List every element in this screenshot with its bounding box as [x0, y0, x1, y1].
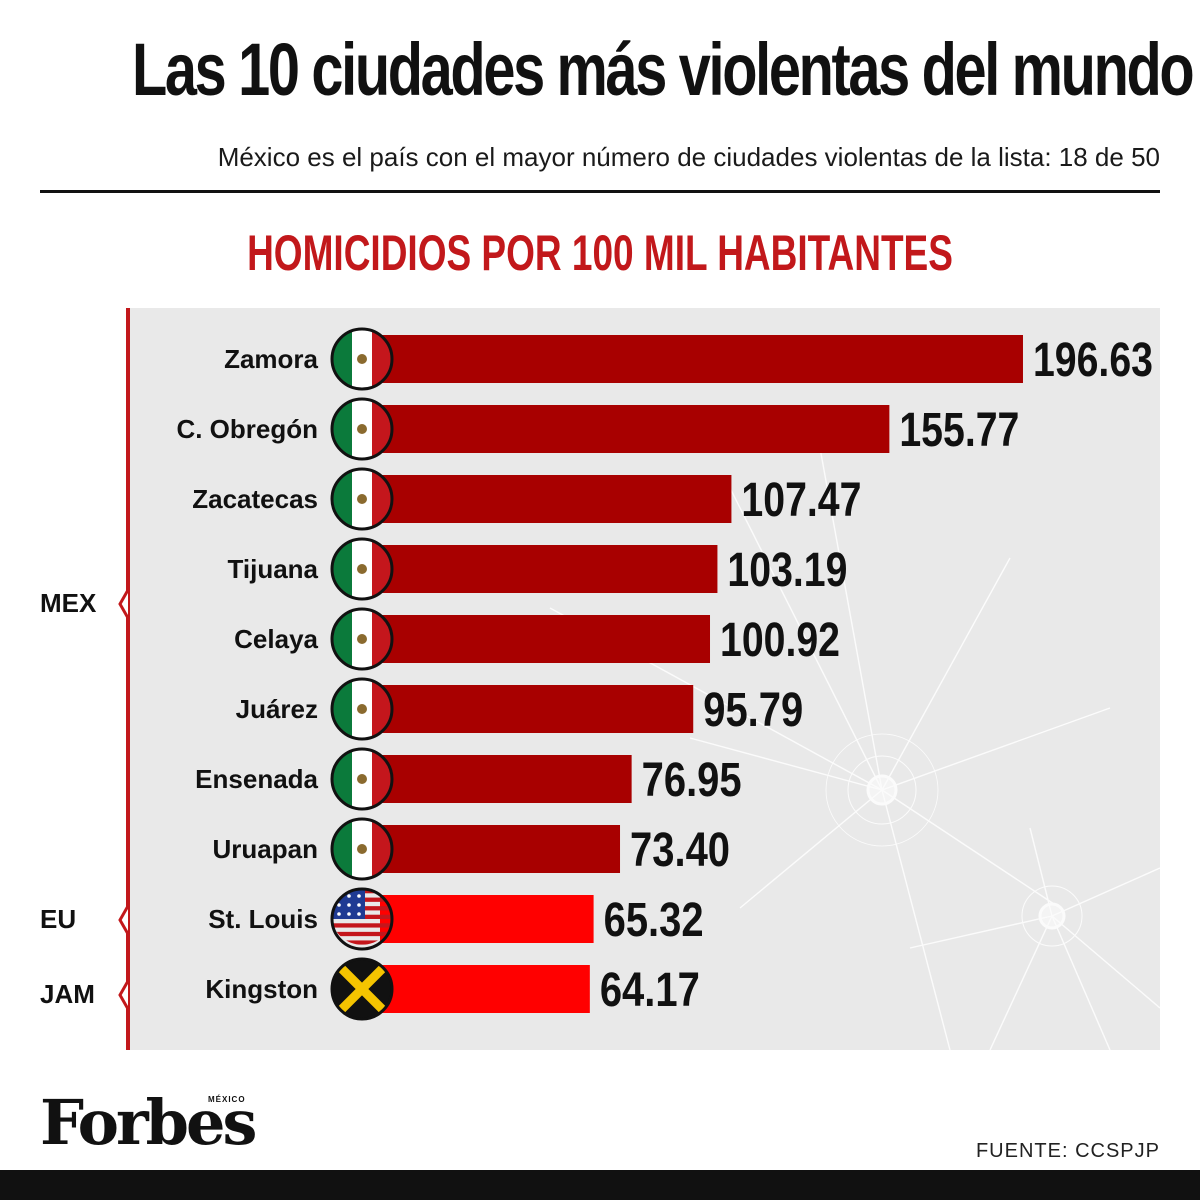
- bar: [380, 895, 594, 943]
- value-label: 76.95: [642, 754, 742, 807]
- group-notch: [118, 905, 130, 935]
- bar: [380, 545, 718, 593]
- category-label: Celaya: [234, 624, 318, 654]
- mexico-flag-icon: [330, 397, 394, 461]
- category-label: Uruapan: [213, 834, 318, 864]
- mexico-flag-icon: [330, 537, 394, 601]
- chart-row: St. Louis 65.32: [208, 887, 704, 951]
- value-label: 196.63: [1033, 334, 1153, 387]
- value-label: 155.77: [899, 404, 1019, 457]
- category-label: Kingston: [205, 974, 318, 1004]
- bottom-bar: [0, 1170, 1200, 1200]
- category-label: C. Obregón: [176, 414, 318, 444]
- bar: [380, 335, 1023, 383]
- group-label-mex: MEX: [40, 588, 97, 618]
- page-title: Las 10 ciudades más violentas del mundo: [132, 28, 1195, 111]
- group-notch: [118, 589, 130, 619]
- chart-row: Zamora 196.63: [224, 327, 1153, 391]
- group-label-eu: EU: [40, 904, 77, 934]
- usa-flag-icon: [330, 887, 394, 951]
- bar: [380, 405, 890, 453]
- chart-title: HOMICIDIOS POR 100 MIL HABITANTES: [247, 225, 953, 281]
- value-label: 107.47: [741, 474, 861, 527]
- mexico-flag-icon: [330, 677, 394, 741]
- group-indicator-line: [126, 308, 130, 1050]
- category-label: St. Louis: [208, 904, 318, 934]
- category-label: Juárez: [236, 694, 318, 724]
- chart-row: Celaya 100.92: [234, 607, 840, 671]
- mexico-flag-icon: [330, 817, 394, 881]
- glass-crack-decoration: [549, 447, 1160, 1050]
- bar: [380, 685, 694, 733]
- chart-row: C. Obregón 155.77: [176, 397, 1019, 461]
- chart-row: Uruapan 73.40: [213, 817, 730, 881]
- value-label: 65.32: [604, 894, 704, 947]
- value-label: 64.17: [600, 964, 700, 1017]
- mexico-flag-icon: [330, 327, 394, 391]
- bar: [380, 755, 632, 803]
- value-label: 100.92: [720, 614, 840, 667]
- header-divider: [40, 190, 1160, 193]
- group-brackets: [118, 589, 130, 1010]
- chart-row: Ensenada 76.95: [195, 747, 742, 811]
- chart-row: Juárez 95.79: [236, 677, 803, 741]
- mexico-flag-icon: [330, 607, 394, 671]
- value-label: 95.79: [703, 684, 803, 737]
- chart-row: Zacatecas 107.47: [192, 467, 861, 531]
- jamaica-flag-icon: [330, 957, 394, 1021]
- category-label: Zacatecas: [192, 484, 318, 514]
- chart-row: Kingston 64.17: [205, 957, 700, 1021]
- chart-row: Tijuana 103.19: [227, 537, 847, 601]
- bar: [380, 825, 621, 873]
- group-notch: [118, 980, 130, 1010]
- bar: [380, 475, 732, 523]
- forbes-logo-country: MÉXICO: [208, 1095, 246, 1104]
- value-label: 103.19: [727, 544, 847, 597]
- source-note: FUENTE: CCSPJP: [975, 1140, 1160, 1162]
- mexico-flag-icon: [330, 747, 394, 811]
- mexico-flag-icon: [330, 467, 394, 531]
- group-label-jam: JAM: [40, 979, 95, 1009]
- value-label: 73.40: [630, 824, 730, 877]
- bar: [380, 615, 711, 663]
- category-label: Ensenada: [195, 764, 318, 794]
- bar: [380, 965, 590, 1013]
- forbes-logo: Forbes: [40, 1086, 257, 1159]
- category-label: Zamora: [224, 344, 318, 374]
- category-label: Tijuana: [227, 554, 318, 584]
- page-subtitle: México es el país con el mayor número de…: [217, 142, 1160, 172]
